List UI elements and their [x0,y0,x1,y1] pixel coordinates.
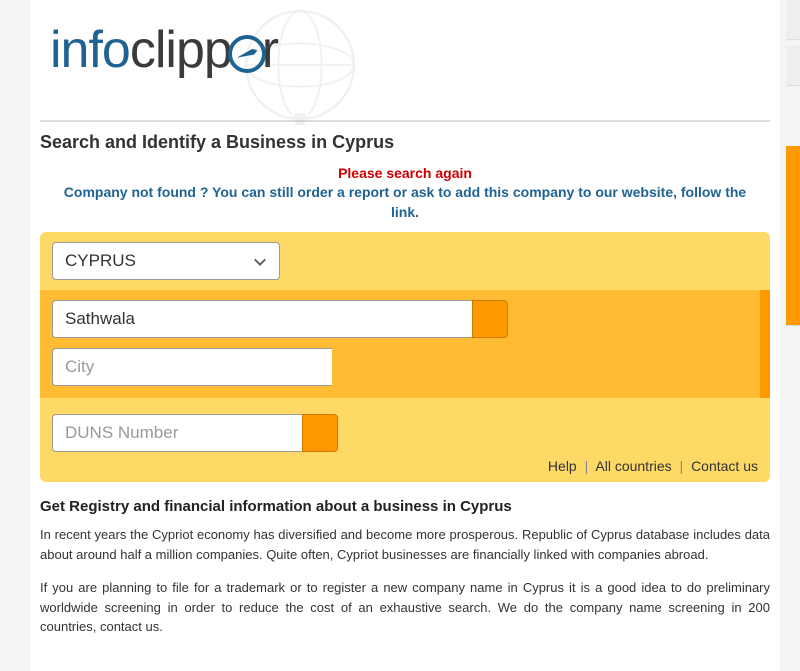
company-name-input[interactable]: Sathwala [52,300,472,338]
city-input[interactable]: City [52,348,332,386]
all-countries-link[interactable]: All countries [595,458,671,474]
country-select[interactable]: CYPRUS [52,242,280,280]
company-search-button[interactable] [472,300,508,338]
country-select-value: CYPRUS [65,251,136,270]
search-inner-panel: Sathwala City [40,290,770,398]
right-sidebar-stub [786,0,800,600]
compass-icon [228,35,266,73]
duns-search-button[interactable] [302,414,338,452]
body-paragraph-2: If you are planning to file for a tradem… [40,578,770,637]
logo-part-info: info [50,21,130,79]
logo-part-clipp: clipp [130,21,232,79]
error-message: Please search again [40,161,770,181]
body-paragraph-1: In recent years the Cypriot economy has … [40,525,770,564]
search-footer-links: Help | All countries | Contact us [52,456,758,474]
header-logo-area: infoclippr [30,0,780,120]
not-found-message: Company not found ? You can still order … [40,181,770,232]
section-title: Get Registry and financial information a… [40,482,770,525]
page-title: Search and Identify a Business in Cyprus [40,120,770,161]
separator: | [585,458,589,474]
help-link[interactable]: Help [548,458,577,474]
separator: | [680,458,684,474]
search-panel: CYPRUS Sathwala City DUNS Number [40,232,770,482]
contact-link[interactable]: Contact us [691,458,758,474]
chevron-down-icon [253,254,267,274]
duns-input[interactable]: DUNS Number [52,414,302,452]
